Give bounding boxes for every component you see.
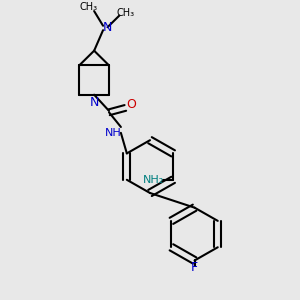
- Text: NH₂: NH₂: [143, 175, 164, 185]
- Text: N: N: [89, 95, 99, 109]
- Text: NH: NH: [105, 128, 122, 138]
- Text: N: N: [103, 21, 112, 34]
- Text: F: F: [191, 261, 198, 274]
- Text: O: O: [126, 98, 136, 112]
- Text: CH₃: CH₃: [116, 8, 134, 18]
- Text: CH₃: CH₃: [79, 2, 97, 12]
